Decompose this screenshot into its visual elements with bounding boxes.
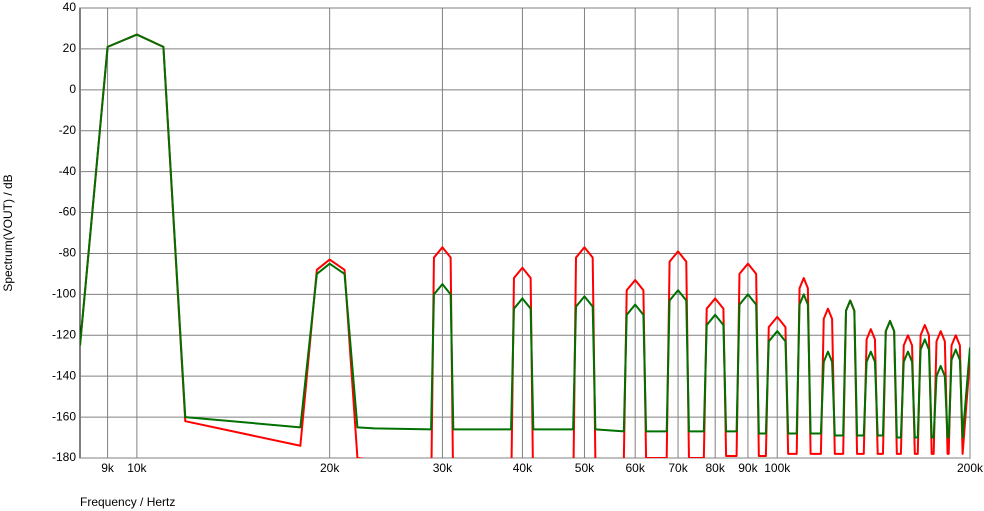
x-tick-label: 20k	[320, 461, 340, 475]
x-tick-label: 60k	[625, 461, 645, 475]
y-tick-label: -20	[59, 123, 77, 137]
x-tick-label: 10k	[127, 461, 147, 475]
x-tick-label: 40k	[513, 461, 533, 475]
y-tick-label: -40	[59, 164, 77, 178]
y-tick-label: -100	[52, 287, 76, 301]
y-tick-label: -120	[52, 327, 76, 341]
y-tick-label: -140	[52, 368, 76, 382]
y-tick-label: 20	[63, 41, 77, 55]
x-tick-label: 80k	[706, 461, 726, 475]
plot-area	[79, 7, 971, 459]
y-tick-label: 0	[69, 82, 76, 96]
y-tick-label: -160	[52, 409, 76, 423]
grid	[80, 7, 971, 459]
x-tick-label: 100k	[764, 461, 791, 475]
x-tick-label: 50k	[575, 461, 595, 475]
series-line	[80, 33, 970, 458]
y-tick-label: 40	[63, 0, 77, 14]
x-tick-label: 90k	[738, 461, 758, 475]
x-tick-label: 200k	[957, 461, 984, 475]
x-axis-title: Frequency / Hertz	[80, 495, 175, 509]
x-tick-label: 70k	[668, 461, 688, 475]
series-line	[80, 33, 970, 439]
y-tick-label: -180	[52, 450, 76, 464]
x-tick-label: 9k	[101, 461, 115, 475]
y-tick-label: -80	[59, 246, 77, 260]
data	[80, 33, 970, 458]
y-axis-title: Spectrum(VOUT) / dB	[1, 174, 15, 291]
x-tick-label: 30k	[433, 461, 453, 475]
y-tick-label: -60	[59, 205, 77, 219]
